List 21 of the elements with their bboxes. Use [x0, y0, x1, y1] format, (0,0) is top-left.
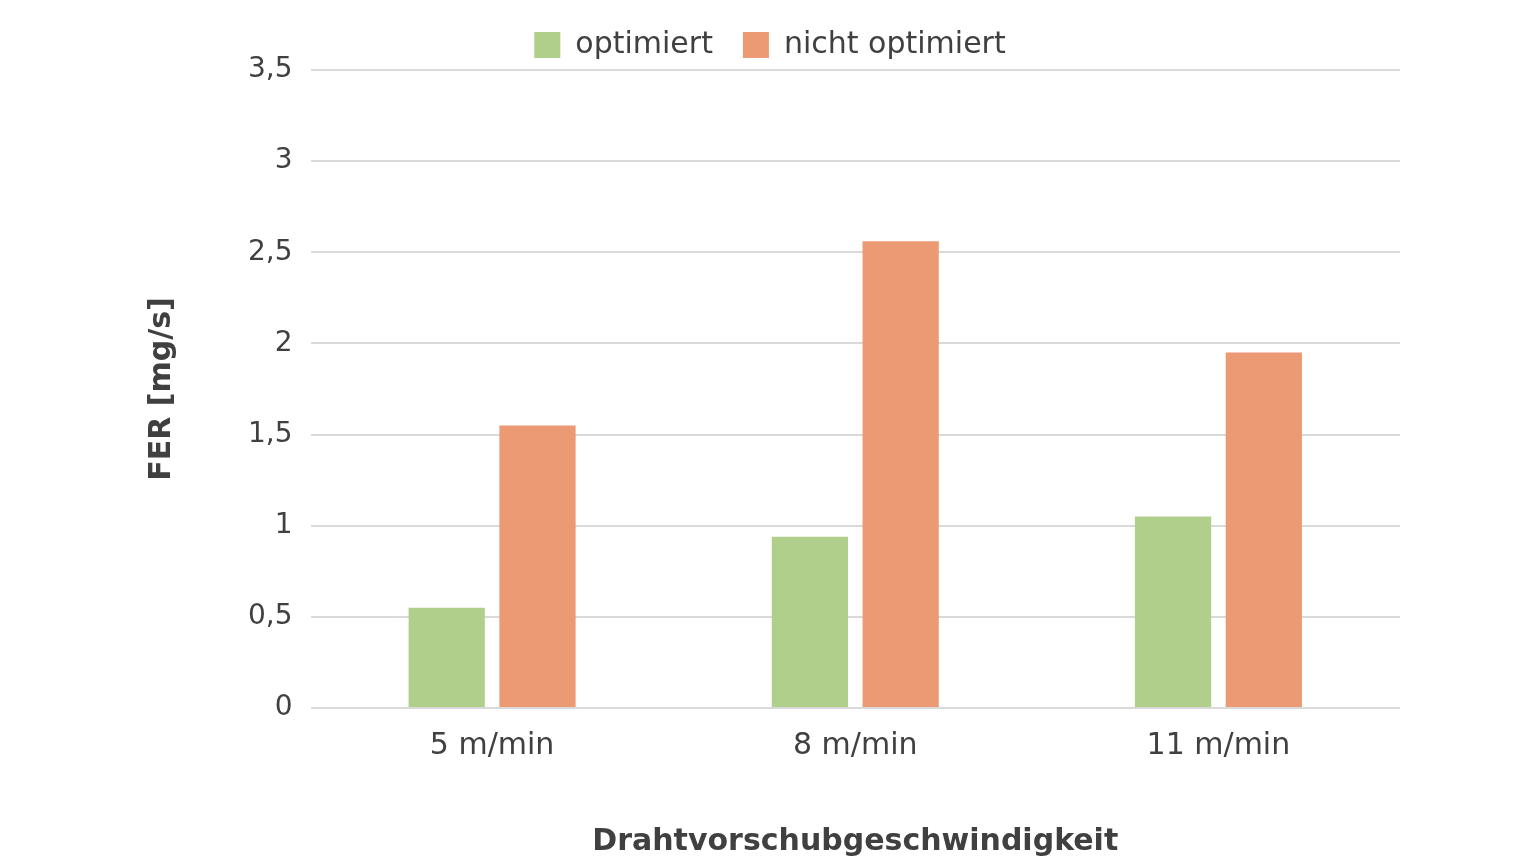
y-axis-title: FER [mg/s]: [141, 297, 177, 481]
y-tick-label: 2,5: [248, 233, 293, 267]
y-tick-label: 3: [274, 142, 293, 176]
y-tick-label: 3,5: [248, 51, 293, 85]
x-axis-title: Drahtvorschubgeschwindigkeit: [592, 821, 1119, 857]
bar: [1225, 352, 1302, 707]
legend-label: optimiert: [575, 24, 714, 60]
y-tick-label: 2: [274, 324, 293, 358]
bar: [1134, 516, 1212, 707]
y-tick-label: 0,5: [248, 598, 293, 632]
y-tick-label: 1: [274, 507, 293, 540]
x-tick-label: 11 m/min: [1146, 725, 1291, 761]
legend-label: nicht optimiert: [783, 24, 1006, 60]
bar: [408, 607, 485, 707]
x-tick-label: 8 m/min: [793, 725, 918, 761]
bar: [499, 425, 576, 707]
y-tick-label: 1,5: [248, 415, 293, 449]
bar: [862, 241, 939, 707]
bar: [771, 536, 848, 707]
x-tick-label: 5 m/min: [429, 725, 555, 761]
y-tick-label: 0: [274, 689, 293, 723]
